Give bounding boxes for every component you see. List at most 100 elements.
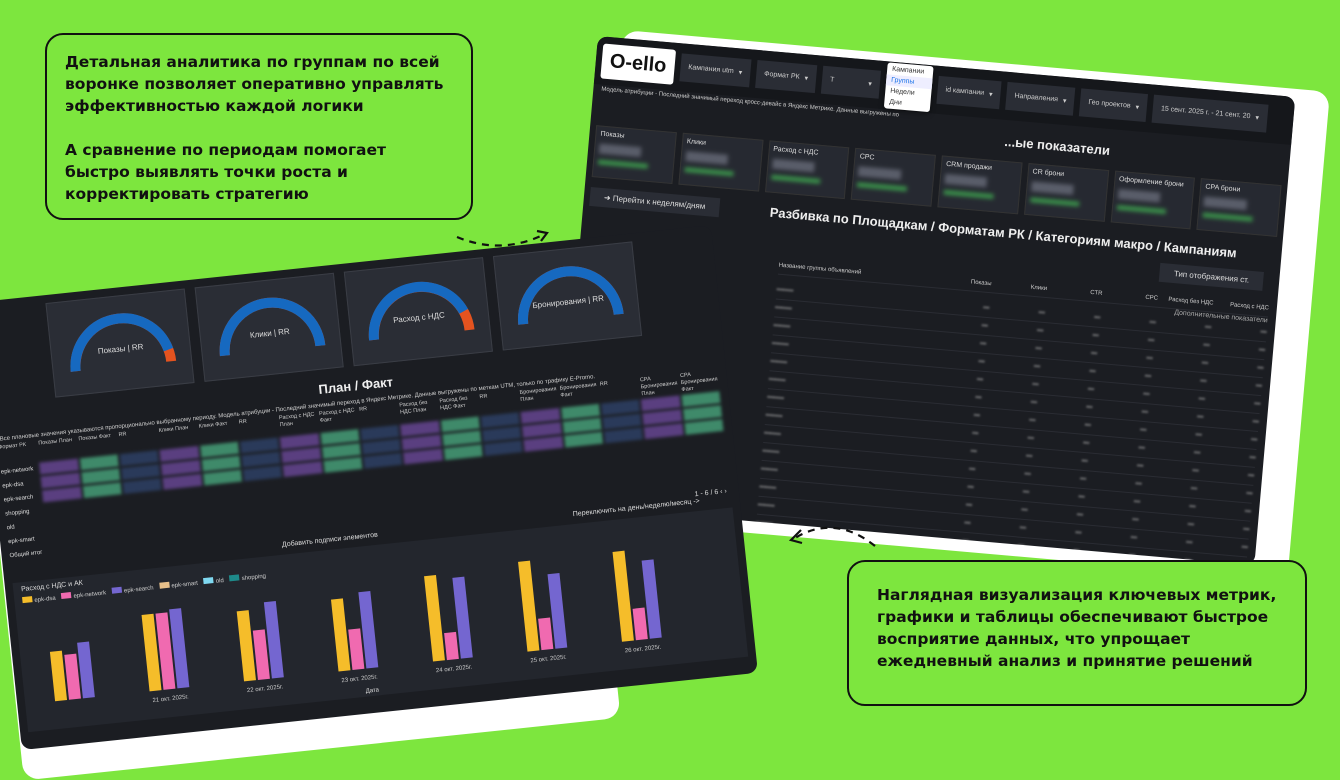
filter-dropdown[interactable]: Гео проектов ▾ — [1079, 88, 1149, 123]
column-header: Расход без НДС План — [399, 399, 428, 416]
bar-epk-dsa — [236, 610, 256, 682]
column-header: Расход с НДС План — [278, 411, 315, 429]
column-header: Клики Факт — [198, 420, 228, 430]
table-cell: ••• — [1260, 329, 1267, 336]
column-header: Показы План — [38, 437, 73, 447]
kpi-card: Клики — [678, 132, 764, 192]
bar-epk-dsa — [612, 550, 634, 642]
x-tick-label: 22 окт. 2025г. — [247, 684, 284, 694]
gauge-arc — [517, 266, 624, 325]
legend-label: epk-smart — [171, 580, 199, 590]
filter-dropdown[interactable]: Направления ▾ — [1005, 81, 1076, 116]
legend-swatch — [111, 586, 123, 594]
table-cell: ••• — [1192, 467, 1199, 475]
chevron-down-icon: ▾ — [738, 69, 743, 77]
bar-epk-search — [169, 608, 190, 689]
filter-dropdown[interactable]: Т ▾ — [820, 65, 881, 99]
kpi-value — [944, 173, 988, 188]
table-cell: ••• — [1204, 324, 1212, 332]
spend-bar-chart: Расход с НДС и АК epk-dsa epk-network epk-… — [12, 507, 749, 733]
legend-item: epk-network — [61, 588, 106, 601]
column-header: RR — [479, 393, 488, 401]
table-cell: ••• — [1131, 516, 1139, 524]
legend-label: epk-search — [123, 585, 154, 595]
filter-label: Формат РК — [763, 70, 800, 81]
kpi-card: CRM продажи — [937, 155, 1023, 215]
kpi-card: Показы — [591, 125, 677, 185]
logo: O-ello — [600, 42, 676, 85]
table-cell: ••• — [1253, 401, 1261, 408]
table-cell: ••• — [1249, 454, 1256, 462]
table-cell: ••• — [1242, 526, 1250, 534]
table-cell: ••• — [1257, 365, 1264, 372]
filter-dropdown[interactable]: Формат РК ▾ — [754, 59, 818, 94]
table-cell: ••• — [1035, 345, 1042, 353]
kpi-value — [858, 166, 902, 180]
kpi-label: CRM продажи — [945, 160, 993, 172]
x-tick-label: 21 окт. 2025г. — [152, 694, 189, 704]
legend-swatch — [229, 574, 240, 582]
column-header: CPA Бронирования Факт — [679, 372, 718, 394]
chevron-down-icon: ▾ — [804, 75, 809, 83]
filter-dropdown[interactable]: id кампании ▾ — [936, 75, 1002, 110]
dashed-arrow-icon — [788, 526, 876, 547]
x-tick-label: 26 окт. 2025г. — [625, 645, 662, 655]
table-cell: ••• — [1185, 539, 1193, 547]
table-cell: ••• — [978, 358, 985, 366]
bar-epk-search — [547, 572, 568, 649]
legend-item: old — [203, 576, 224, 586]
chevron-down-icon: ▾ — [988, 91, 993, 99]
gauge-arc — [219, 297, 326, 357]
kpi-card: Расход с НДС — [764, 140, 850, 200]
table-cell: ••• — [1024, 471, 1032, 478]
kpi-value — [598, 143, 642, 158]
kpi-card: CR брони — [1023, 162, 1109, 222]
filter-dropdown[interactable]: Кампания utm ▾ — [679, 53, 752, 88]
column-header: RR — [118, 431, 127, 439]
x-axis-label: Дата — [365, 687, 380, 695]
bar-epk-network — [348, 628, 365, 671]
table-cell: ••• — [975, 394, 982, 402]
bar-epk-dsa — [518, 560, 540, 652]
callout-top-text-2: А сравнение по периодам помогает быстро … — [65, 141, 386, 203]
table-cell: ••• — [1258, 347, 1266, 354]
chevron-down-icon: ▾ — [1255, 114, 1260, 122]
chevron-left-icon[interactable]: ‹ — [719, 488, 723, 496]
grouping-dropdown-menu[interactable]: Кампании Группы Недели Дни — [883, 62, 934, 113]
bar-epk-network — [155, 612, 176, 690]
column-header: Расход без НДС — [1168, 296, 1214, 307]
bar-epk-search — [641, 559, 662, 639]
kpi-delta — [597, 159, 648, 169]
row-label: epk-dsa — [2, 481, 24, 490]
table-cell: ••• — [979, 340, 987, 348]
legend-label: epk-network — [73, 590, 107, 600]
kpi-delta — [1029, 197, 1080, 207]
table-cell: ••• — [1027, 435, 1035, 443]
column-header: CPA Бронирования План — [639, 376, 678, 398]
table-cell: ••• — [1198, 396, 1206, 403]
table-cell: ••• — [1093, 314, 1101, 322]
gauge-card: Клики | RR — [194, 272, 344, 382]
column-header: Клики — [1030, 284, 1048, 292]
table-cell: ••• — [1022, 489, 1030, 496]
gauge-card: Показы | RR — [45, 288, 195, 398]
table-cell: ••• — [1019, 525, 1027, 532]
table-cell: ••• — [1142, 391, 1150, 398]
table-cell: ••• — [1130, 534, 1138, 542]
filter-dropdown[interactable]: 15 сент. 2025 г. - 21 сент. 20 ▾ — [1151, 94, 1269, 133]
table-cell: ••• — [1147, 337, 1155, 345]
column-header: Формат РК — [0, 441, 27, 451]
table-cell: ••• — [1092, 332, 1100, 340]
legend-swatch — [22, 596, 33, 604]
filter-label: 15 сент. 2025 г. - 21 сент. 20 — [1160, 105, 1251, 121]
legend-swatch — [203, 577, 215, 585]
table-cell: ••• — [1032, 381, 1039, 389]
chevron-right-icon[interactable]: › — [724, 487, 728, 496]
table-cell: ••• — [964, 520, 971, 527]
table-cell: ••• — [1089, 368, 1096, 376]
kpi-card: CPC — [850, 147, 936, 207]
table-cell: ••• — [965, 502, 973, 509]
table-cell: ••• — [971, 430, 979, 438]
kpi-delta — [1116, 204, 1167, 215]
table-cell: ••• — [976, 376, 984, 384]
